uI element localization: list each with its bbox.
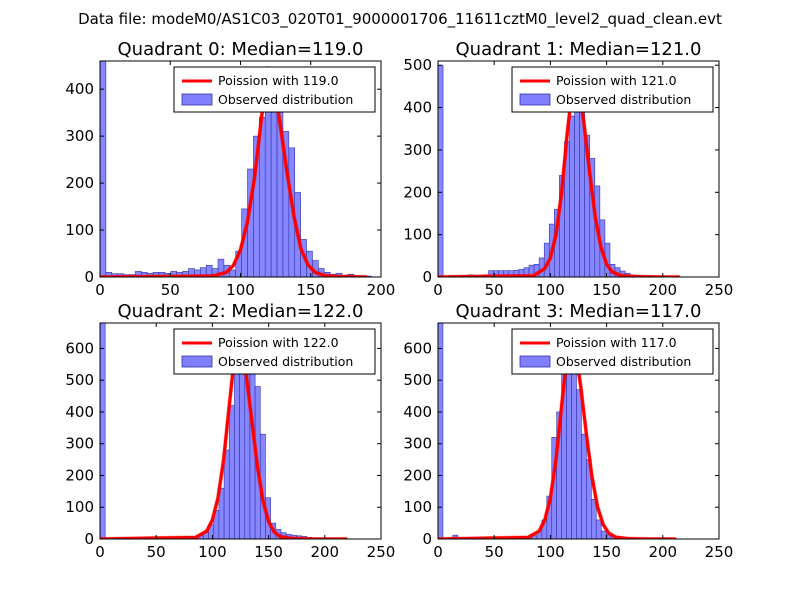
y-tick-label: 300	[65, 127, 94, 145]
y-tick-label: 100	[65, 221, 94, 239]
histogram-bar	[569, 115, 575, 277]
legend-bar-swatch	[181, 355, 213, 368]
x-tick-label: 250	[705, 281, 734, 299]
x-tick-label: 50	[147, 543, 166, 561]
legend-label-poisson: Poission with 117.0	[556, 335, 677, 350]
axes-frame	[99, 322, 382, 540]
y-tick-label: 500	[65, 371, 94, 389]
legend-label-observed: Observed distribution	[218, 92, 353, 107]
y-tick-label: 500	[403, 56, 432, 74]
legend-label-observed: Observed distribution	[218, 354, 353, 369]
subplot-quadrant-2: 0 50 100 150 200 250 0 100 200 300 400 500 600 Quadra…	[65, 301, 395, 561]
y-tick-label: 0	[84, 268, 94, 286]
figure-suptitle: Data file: modeM0/AS1C03_020T01_90000017…	[78, 10, 722, 29]
subplot-title: Quadrant 3: Median=117.0	[456, 301, 702, 322]
x-tick-label: 50	[485, 281, 504, 299]
histogram-bar	[571, 363, 577, 539]
subplot-title: Quadrant 2: Median=122.0	[118, 301, 364, 322]
x-tick-label: 50	[161, 281, 180, 299]
subplot-quadrant-3: 0 50 100 150 200 250 0 100 200 300 400 500 600 Quadra…	[403, 301, 733, 561]
y-tick-label: 200	[403, 183, 432, 201]
y-tick-label: 400	[65, 80, 94, 98]
x-tick-label: 150	[592, 281, 621, 299]
x-tick-label: 200	[648, 281, 677, 299]
histogram-bar	[576, 389, 582, 539]
x-tick-label: 250	[367, 543, 396, 561]
y-tick-label: 400	[403, 403, 432, 421]
histogram-bar	[100, 61, 107, 277]
histogram-bar	[581, 433, 587, 539]
y-tick-label: 0	[84, 530, 94, 548]
legend-label-poisson: Poission with 119.0	[218, 73, 339, 88]
subplots-grid: 0 50 100 150 200 0 100 200 300 400 Quadrant 0: Med…	[65, 39, 733, 561]
legend-bar-swatch	[519, 355, 551, 368]
y-tick-label: 500	[403, 371, 432, 389]
x-tick-label: 200	[310, 543, 339, 561]
y-tick-label: 600	[403, 339, 432, 357]
axes-frame	[437, 322, 720, 540]
legend: Poission with 121.0 Observed distribution	[511, 66, 714, 113]
y-tick-label: 100	[403, 498, 432, 516]
y-tick-label: 0	[422, 530, 432, 548]
y-tick-label: 300	[65, 435, 94, 453]
histogram-bar	[234, 373, 240, 539]
x-tick-label: 150	[296, 281, 325, 299]
legend-bar-swatch	[181, 93, 213, 106]
poisson-curve	[438, 331, 677, 539]
x-tick-label: 150	[254, 543, 283, 561]
axes-frame	[437, 60, 720, 278]
histogram-bar	[438, 64, 444, 277]
y-tick-label: 200	[65, 174, 94, 192]
legend-label-poisson: Poission with 121.0	[556, 73, 677, 88]
x-tick-label: 100	[536, 543, 565, 561]
y-tick-label: 400	[403, 99, 432, 117]
histogram-bar	[591, 498, 597, 539]
subplot-title: Quadrant 1: Median=121.0	[456, 39, 702, 60]
y-tick-label: 100	[403, 226, 432, 244]
subplot-quadrant-1: 0 50 100 150 200 250 0 100 200 300 400 500 Quadrant …	[403, 39, 733, 299]
x-tick-label: 200	[648, 543, 677, 561]
histogram-bar	[600, 530, 607, 539]
subplot-quadrant-0: 0 50 100 150 200 0 100 200 300 400 Quadrant 0: Med…	[65, 39, 395, 299]
plot-area	[438, 323, 677, 539]
y-tick-label: 0	[422, 268, 432, 286]
histogram-bar	[229, 269, 237, 277]
y-tick-label: 200	[65, 466, 94, 484]
subplot-title: Quadrant 0: Median=119.0	[118, 39, 364, 60]
plot-area	[438, 64, 680, 277]
x-tick-label: 0	[433, 281, 443, 299]
x-tick-label: 250	[705, 543, 734, 561]
x-tick-label: 50	[485, 543, 504, 561]
legend-bar-swatch	[519, 93, 551, 106]
legend-label-poisson: Poission with 122.0	[218, 335, 339, 350]
legend-label-observed: Observed distribution	[556, 92, 691, 107]
y-tick-label: 100	[65, 498, 94, 516]
x-tick-label: 150	[592, 543, 621, 561]
y-tick-label: 300	[403, 435, 432, 453]
histogram-bar	[100, 323, 106, 539]
x-tick-label: 0	[95, 281, 105, 299]
legend: Poission with 122.0 Observed distribution	[173, 328, 376, 375]
histogram-bar	[264, 88, 272, 277]
x-tick-label: 0	[95, 543, 105, 561]
histogram-bar	[228, 405, 235, 539]
x-tick-label: 100	[198, 543, 227, 561]
legend: Poission with 119.0 Observed distribution	[173, 66, 376, 113]
histogram-bar	[438, 323, 444, 539]
x-tick-label: 100	[536, 281, 565, 299]
x-tick-label: 100	[226, 281, 255, 299]
y-tick-label: 300	[403, 141, 432, 159]
histogram-bar	[595, 519, 602, 539]
x-tick-label: 200	[367, 281, 396, 299]
legend: Poission with 117.0 Observed distribution	[511, 328, 714, 375]
x-tick-label: 0	[433, 543, 443, 561]
y-tick-label: 600	[65, 339, 94, 357]
y-tick-label: 400	[65, 403, 94, 421]
poisson-curve	[438, 72, 680, 277]
legend-label-observed: Observed distribution	[556, 354, 691, 369]
y-tick-label: 200	[403, 466, 432, 484]
